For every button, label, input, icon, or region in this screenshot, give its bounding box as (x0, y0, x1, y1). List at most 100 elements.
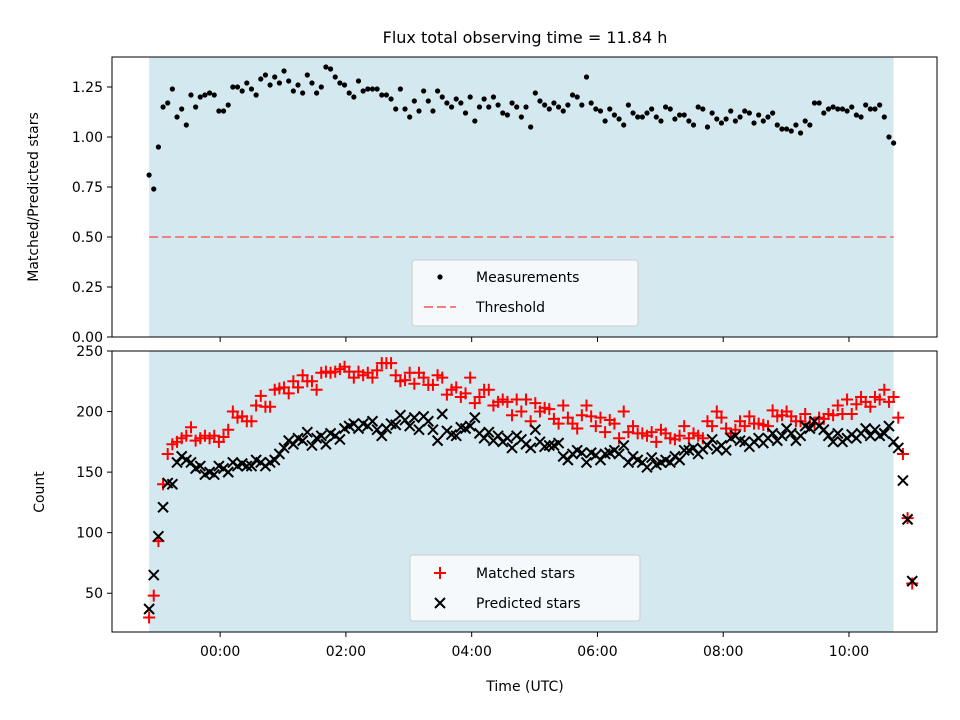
measurement-point (458, 100, 464, 106)
matched-point (873, 393, 886, 406)
predicted-point (390, 419, 402, 431)
measurement-point (453, 96, 459, 102)
measurement-point (560, 108, 566, 114)
measurement-point (314, 90, 320, 96)
measurement-point (737, 114, 743, 120)
measurement-point (393, 106, 399, 112)
measurement-point (304, 72, 310, 78)
measurement-point (360, 88, 366, 94)
measurement-point (295, 82, 301, 88)
measurement-point (188, 92, 194, 98)
predicted-point (832, 427, 844, 440)
measurement-point (220, 108, 227, 114)
predicted-point (366, 415, 379, 427)
measurement-point (686, 118, 692, 124)
matched-point (408, 377, 421, 390)
measurement-point (770, 110, 776, 116)
measurement-point (742, 108, 748, 114)
y-tick-label: 0.00 (72, 330, 103, 346)
measurement-point (225, 102, 231, 108)
matched-point (827, 409, 840, 422)
measurement-point (811, 100, 818, 106)
predicted-point (450, 430, 462, 442)
measurement-point (839, 106, 846, 112)
predicted-point (278, 442, 290, 454)
predicted-point (208, 468, 220, 481)
matched-point (892, 411, 905, 424)
matched-point (147, 589, 160, 602)
measurement-point (146, 172, 152, 178)
matched-point (399, 374, 412, 387)
predicted-point (552, 437, 565, 449)
measurement-point (649, 106, 655, 112)
measurement-point (160, 104, 166, 110)
measurement-point (872, 106, 878, 112)
matched-point (296, 369, 309, 382)
predicted-point (436, 408, 448, 420)
measurement-point (844, 108, 850, 114)
y-tick-label: 250 (76, 344, 103, 360)
measurement-point (593, 106, 599, 112)
matched-point (715, 411, 728, 424)
matched-point (645, 426, 658, 439)
measurement-point (290, 88, 296, 94)
predicted-point (673, 454, 686, 466)
y-tick-label: 0.75 (72, 180, 103, 196)
matched-point (417, 371, 430, 384)
matched-point (222, 423, 235, 436)
measurement-point (472, 118, 478, 124)
measurement-point (546, 106, 552, 112)
measurement-point (500, 110, 506, 116)
ratio-legend-box (411, 259, 639, 327)
matched-point (552, 417, 565, 430)
predicted-point (897, 474, 909, 487)
measurement-point (802, 118, 808, 124)
matched-point (543, 403, 556, 416)
measurement-point (597, 108, 604, 114)
matched-point (278, 381, 291, 394)
matched-point (473, 391, 486, 404)
matched-point (389, 369, 402, 382)
matched-point (841, 393, 854, 406)
matched-point (743, 410, 756, 423)
measurement-point (183, 122, 189, 128)
measurement-point (318, 84, 324, 90)
measurement-point (448, 104, 455, 110)
predicted-point (506, 442, 518, 454)
measurement-point (253, 92, 259, 98)
count-y-axis: 50 100 150 200 250 (76, 344, 112, 602)
matched-point (831, 399, 844, 412)
legend-measurements-label: Measurements (476, 270, 579, 286)
measurement-point (630, 110, 636, 116)
measurement-point (886, 134, 892, 140)
count-y-label: Count (32, 471, 48, 513)
matched-point (347, 371, 360, 384)
y-tick-label: 150 (76, 465, 103, 481)
measurement-point (490, 94, 497, 100)
matched-point (217, 430, 230, 443)
predicted-point (427, 424, 439, 436)
measurement-point (365, 86, 371, 92)
matched-point (515, 405, 528, 418)
predicted-point (804, 422, 816, 435)
measurement-point (579, 102, 585, 108)
predicted-point (576, 447, 588, 459)
matched-point (738, 420, 751, 433)
measurement-point (858, 114, 864, 120)
measurement-point (234, 84, 241, 90)
matched-point (608, 417, 621, 430)
measurement-point (625, 102, 631, 108)
measurement-point (653, 114, 659, 120)
y-tick-label: 50 (85, 586, 103, 602)
predicted-point (785, 427, 797, 440)
measurement-point (504, 112, 510, 118)
predicted-point (678, 444, 690, 457)
measurement-point (202, 92, 208, 98)
predicted-point (901, 513, 914, 526)
x-tick-label: 00:00 (200, 644, 240, 660)
predicted-point (194, 460, 206, 472)
predicted-point (483, 426, 495, 438)
legend-predicted-label: Predicted stars (476, 596, 581, 612)
x-tick-label: 08:00 (703, 644, 743, 660)
matched-point (571, 422, 584, 435)
